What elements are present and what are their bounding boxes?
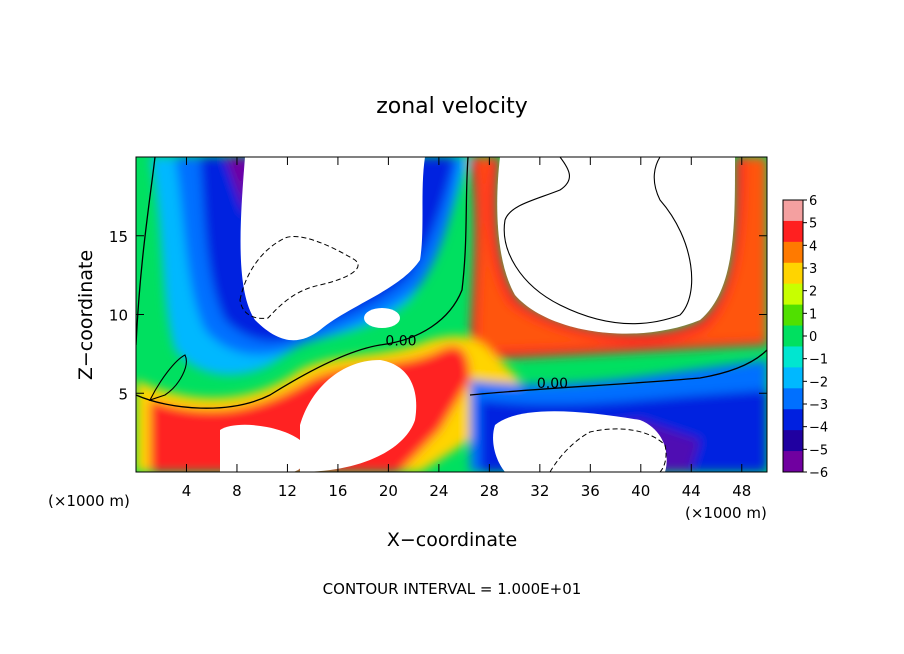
x-tick-label: 16 — [328, 482, 347, 500]
colorbar-swatch — [783, 409, 803, 431]
x-tick-label: 4 — [182, 482, 192, 500]
velocity-field — [136, 157, 767, 472]
x-axis: 4 8 12 16 20 24 28 32 36 40 44 48 — [182, 157, 751, 500]
colorbar-tick-label: −4 — [809, 421, 828, 436]
y-tick-label: 10 — [109, 307, 128, 325]
colorbar-tick-label: −3 — [809, 398, 828, 413]
colorbar-tick-label: 3 — [809, 262, 817, 277]
x-tick-label: 20 — [379, 482, 398, 500]
colorbar-tick-label: 2 — [809, 285, 817, 300]
x-tick-label: 8 — [232, 482, 242, 500]
colorbar-tick-label: 1 — [809, 307, 817, 322]
colorbar-tick-label: −5 — [809, 443, 828, 458]
colorbar-swatch — [783, 451, 803, 473]
colorbar-swatch — [783, 200, 803, 222]
y-tick-label: 5 — [118, 385, 128, 403]
y-axis: 5 10 15 — [109, 228, 767, 403]
colorbar-swatch — [783, 388, 803, 410]
colorbar-swatch — [783, 325, 803, 347]
x-tick-label: 44 — [682, 482, 701, 500]
colorbar-tick-label: 0 — [809, 330, 817, 345]
colorbar-swatch — [783, 304, 803, 327]
x-tick-label: 40 — [631, 482, 650, 500]
contour-labels: 0.00 0.00 — [385, 333, 568, 392]
colorbar-tick-label: −1 — [809, 353, 828, 368]
contour-label: 0.00 — [385, 333, 416, 349]
colorbar-swatch — [783, 241, 803, 264]
contour-interval-note: CONTOUR INTERVAL = 1.000E+01 — [323, 580, 582, 598]
x-tick-label: 32 — [530, 482, 549, 500]
colorbar-swatch — [783, 262, 803, 285]
x-tick-label: 28 — [480, 482, 499, 500]
colorbar-tick-label: 5 — [809, 217, 817, 232]
x-unit-label: (×1000 m) — [685, 504, 767, 522]
colorbar-swatch — [783, 367, 803, 389]
colorbar-tick-label: 4 — [809, 239, 817, 254]
x-axis-label: X−coordinate — [387, 529, 517, 551]
chart-title: zonal velocity — [376, 94, 528, 119]
colorbar-swatch — [783, 430, 803, 452]
colorbar: 6 5 4 3 2 1 0 −1 −2 −3 −4 −5 −6 — [782, 194, 828, 481]
x-tick-label: 12 — [278, 482, 297, 500]
y-axis-label: Z−coordinate — [75, 250, 97, 380]
colorbar-swatch — [783, 283, 803, 306]
x-tick-label: 24 — [429, 482, 448, 500]
colorbar-tick-label: 6 — [809, 194, 817, 209]
x-tick-label: 48 — [732, 482, 751, 500]
colorbar-swatch — [783, 346, 803, 368]
x-tick-label: 36 — [581, 482, 600, 500]
colorbar-tick-label: −2 — [809, 375, 828, 390]
contour-label: 0.00 — [537, 376, 568, 392]
y-tick-label: 15 — [109, 228, 128, 246]
colorbar-tick-label: −6 — [809, 466, 828, 481]
colorbar-swatch — [783, 220, 803, 243]
y-unit-label: (×1000 m) — [48, 492, 130, 510]
